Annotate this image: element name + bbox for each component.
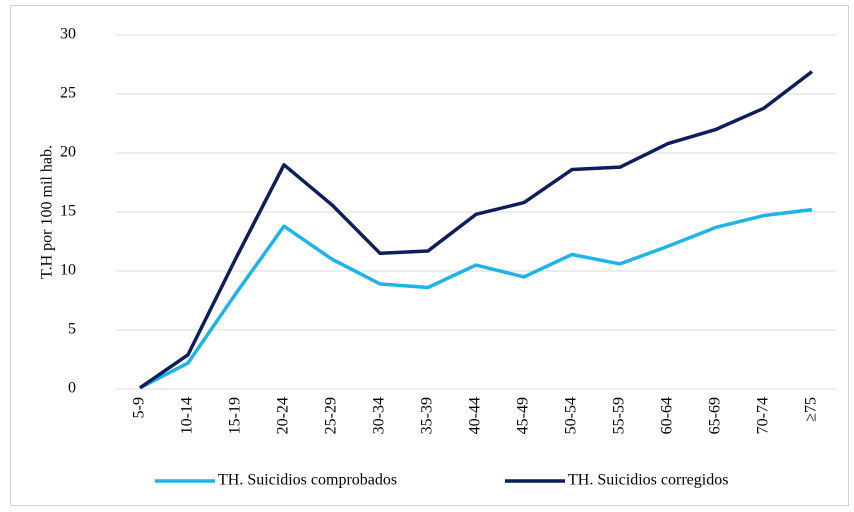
y-tick-label: 15 [60,203,76,220]
x-tick-label: 40-44 [467,397,484,434]
x-tick-label: 20-24 [275,397,292,434]
x-tick-label: 65-69 [707,397,724,434]
x-tick-label: 15-19 [227,397,244,434]
legend-label: TH. Suicidios comprobados [218,472,397,489]
x-tick-label: 25-29 [323,397,340,434]
legend-label: TH. Suicidios corregidos [568,472,728,489]
y-tick-label: 10 [60,262,76,279]
y-tick-label: 20 [60,144,76,161]
series-line [139,207,813,390]
y-tick-label: 5 [68,321,76,338]
y-tick-label: 25 [60,85,76,102]
x-tick-label: 10-14 [179,397,196,434]
x-tick-label: ≥75 [803,397,820,422]
x-tick-label: 5-9 [131,397,148,418]
x-tick-label: 60-64 [659,397,676,434]
y-tick-label: 0 [68,380,76,397]
x-tick-label: 35-39 [419,397,436,434]
x-tick-label: 55-59 [611,397,628,434]
x-tick-label: 70-74 [755,397,772,434]
x-tick-label: 45-49 [515,397,532,434]
chart-border [10,5,849,506]
x-tick-label: 30-34 [371,397,388,434]
x-tick-label: 50-54 [563,397,580,434]
y-axis-label: T.H por 100 mil hab. [39,145,56,279]
series-line [139,70,814,390]
y-tick-label: 30 [60,26,76,43]
